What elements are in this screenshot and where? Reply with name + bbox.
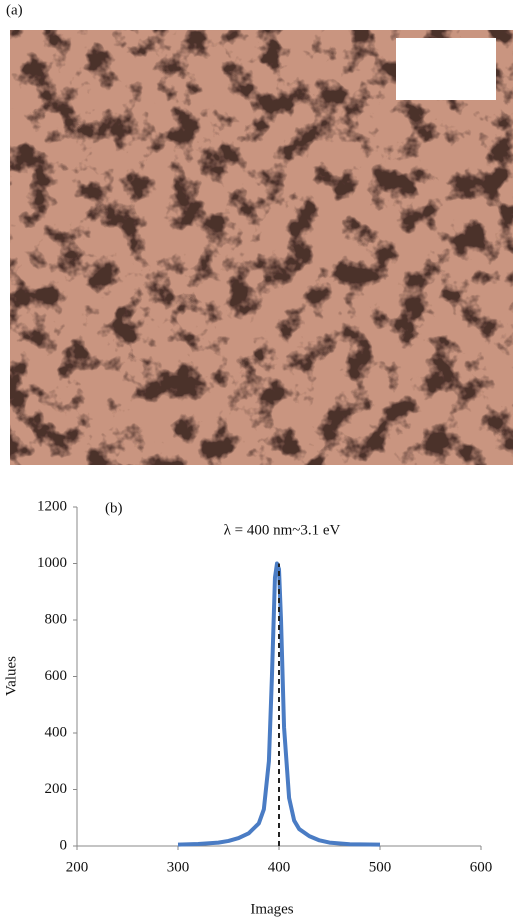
y-axis-label: Values	[3, 656, 19, 696]
x-tick-label: 200	[66, 859, 89, 875]
y-tick-label: 1200	[37, 498, 67, 514]
data-line	[177, 561, 381, 847]
y-tick-label: 200	[45, 781, 68, 797]
scale-box	[396, 38, 496, 100]
x-axis-label: Images	[250, 901, 293, 917]
y-tick-label: 0	[60, 837, 68, 853]
y-tick-label: 400	[45, 724, 68, 740]
x-tick-label: 400	[268, 859, 291, 875]
chart-title: λ = 400 nm~3.1 eV	[224, 522, 341, 538]
x-tick-label: 300	[167, 859, 190, 875]
y-tick-label: 1000	[37, 555, 67, 571]
x-tick-label: 600	[470, 859, 493, 875]
y-tick-label: 600	[45, 668, 68, 684]
x-tick-label: 500	[369, 859, 392, 875]
y-tick-label: 800	[45, 611, 68, 627]
panel-label: (b)	[105, 500, 123, 516]
panel-label: (a)	[6, 2, 23, 18]
micrograph-particles	[10, 30, 513, 465]
